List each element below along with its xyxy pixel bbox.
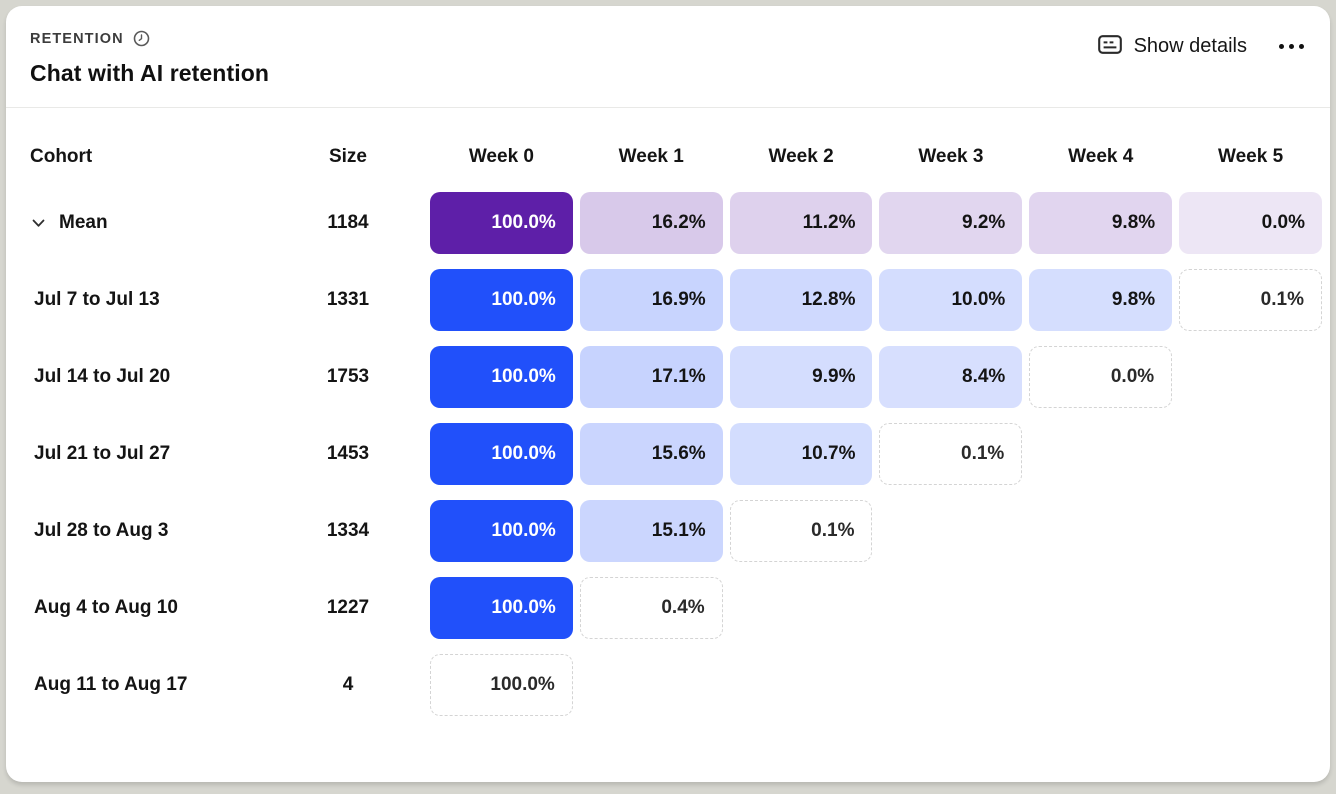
retention-cell[interactable]: 10.0% [879,269,1023,331]
cohort-label: Aug 4 to Aug 10 [34,597,178,618]
column-header-week5: Week 5 [1218,146,1284,167]
header-left: RETENTION Chat with AI retention [30,28,269,87]
retention-cell[interactable]: 100.0% [430,423,573,485]
retention-row: Jul 28 to Aug 3 1334 100.0% 15.1% 0.1% [22,500,1322,562]
column-header-week3: Week 3 [918,146,984,167]
column-header-week1: Week 1 [618,146,684,167]
column-header-week2: Week 2 [768,146,834,167]
column-header-week0: Week 0 [468,146,534,167]
cohort-label-cell: Aug 4 to Aug 10 [22,597,266,619]
retention-cell[interactable]: 0.0% [1179,192,1322,254]
cohort-size: 1453 [326,443,370,464]
show-details-label: Show details [1133,34,1247,57]
details-card-icon [1097,34,1122,58]
retention-cell[interactable]: 100.0% [430,500,573,562]
retention-cell[interactable]: 0.0% [1029,346,1173,408]
cohort-label: Jul 14 to Jul 20 [34,366,171,387]
retention-cell[interactable]: 100.0% [430,654,573,716]
retention-cell[interactable]: 100.0% [430,577,573,639]
retention-cell[interactable]: 9.8% [1029,269,1173,331]
retention-cell[interactable]: 9.2% [879,192,1023,254]
retention-cell[interactable]: 12.8% [729,269,873,331]
clock-icon [133,30,150,47]
retention-cell[interactable]: 10.7% [729,423,873,485]
dot-icon [1299,43,1304,49]
cohort-label-cell: Aug 11 to Aug 17 [22,674,266,696]
cohort-label: Jul 7 to Jul 13 [34,289,160,310]
retention-cell[interactable]: 8.4% [879,346,1023,408]
table-header-row: Cohort Size Week 0 Week 1 Week 2 Week 3 … [22,146,1322,168]
cohort-label: Jul 28 to Aug 3 [34,520,169,541]
cohort-label-cell: Mean [22,212,266,234]
retention-cell[interactable]: 0.1% [729,500,873,562]
cohort-size: 1184 [327,212,369,233]
page-title: Chat with AI retention [30,60,270,86]
column-header-size: Size [328,146,368,167]
retention-cell[interactable]: 15.6% [579,423,723,485]
retention-row-mean: Mean 1184 100.0% 16.2% 11.2% 9.2% 9.8% 0.0% [22,192,1322,254]
cohort-label: Mean [59,212,108,233]
table-body: Mean 1184 100.0% 16.2% 11.2% 9.2% 9.8% 0.0% Jul … [22,192,1322,716]
cohort-label-cell: Jul 14 to Jul 20 [22,366,266,388]
retention-cell[interactable]: 100.0% [430,192,573,254]
cohort-size: 1331 [326,289,370,310]
retention-cell[interactable]: 17.1% [579,346,723,408]
dot-icon [1279,43,1284,49]
cohort-label: Jul 21 to Jul 27 [34,443,171,464]
retention-cell[interactable]: 16.9% [579,269,723,331]
retention-table: Cohort Size Week 0 Week 1 Week 2 Week 3 … [6,146,1330,716]
retention-row: Jul 21 to Jul 27 1453 100.0% 15.6% 10.7% 0.1% [22,423,1322,485]
retention-insight-card: RETENTION Chat with AI retention [6,6,1330,782]
mean-expander-button[interactable] [30,217,47,230]
retention-row: Jul 14 to Jul 20 1753 100.0% 17.1% 9.9% 8.4% 0… [22,346,1322,408]
retention-cell[interactable]: 0.1% [879,423,1023,485]
cohort-label-cell: Jul 7 to Jul 13 [22,289,266,311]
retention-cell[interactable]: 100.0% [430,269,573,331]
dot-icon [1289,43,1294,49]
retention-cell[interactable]: 100.0% [430,346,573,408]
cohort-label: Aug 11 to Aug 17 [34,674,188,695]
retention-cell[interactable]: 11.2% [729,192,873,254]
cohort-size: 1753 [326,366,370,387]
retention-cell[interactable]: 9.9% [729,346,873,408]
retention-row: Aug 4 to Aug 10 1227 100.0% 0.4% [22,577,1322,639]
retention-cell[interactable]: 0.1% [1179,269,1322,331]
show-details-button[interactable]: Show details [1097,34,1247,58]
column-header-week4: Week 4 [1068,146,1134,167]
cohort-size: 1227 [326,597,370,618]
insight-type-label: RETENTION [30,30,124,47]
chevron-down-icon [32,219,45,227]
retention-cell[interactable]: 0.4% [579,577,723,639]
cohort-label-cell: Jul 21 to Jul 27 [22,443,266,465]
retention-cell[interactable]: 9.8% [1029,192,1173,254]
column-header-cohort: Cohort [30,146,93,167]
retention-cell[interactable]: 16.2% [579,192,723,254]
cohort-size: 4 [342,674,354,695]
more-menu-button[interactable] [1277,38,1306,55]
cohort-label-cell: Jul 28 to Aug 3 [22,520,266,542]
retention-row: Aug 11 to Aug 17 4 100.0% [22,654,1322,716]
card-header: RETENTION Chat with AI retention [6,6,1330,108]
cohort-size: 1334 [326,520,370,541]
header-actions: Show details [1097,34,1306,58]
retention-cell[interactable]: 15.1% [579,500,723,562]
retention-row: Jul 7 to Jul 13 1331 100.0% 16.9% 12.8% 10.0%… [22,269,1322,331]
